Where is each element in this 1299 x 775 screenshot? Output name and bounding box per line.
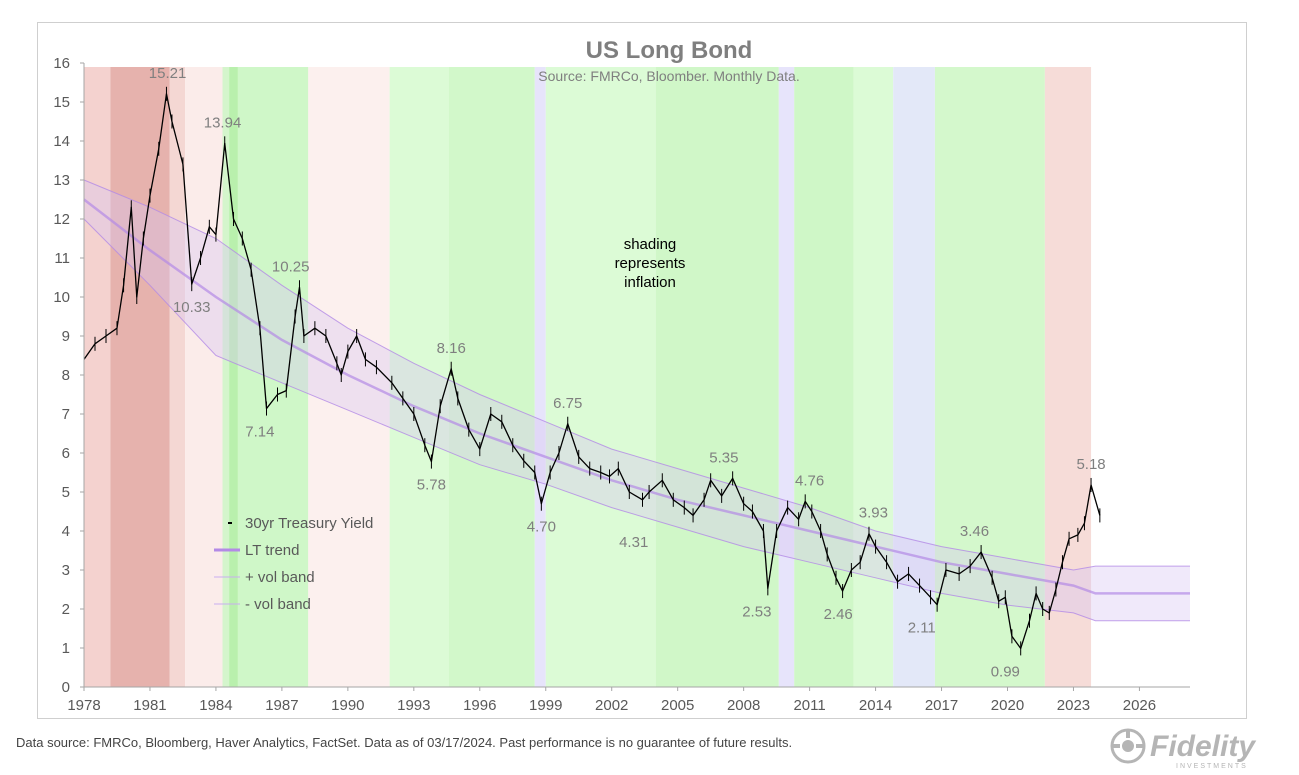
y-tick-label: 3: [62, 562, 70, 579]
peak-label: 15.21: [149, 65, 187, 82]
peak-labels: 15.21 13.94 10.33 10.25 7.14 8.16 5.78 6.75 4.70…: [149, 65, 1106, 681]
y-tick-label: 14: [53, 133, 70, 150]
peak-label: 4.70: [527, 519, 556, 536]
shade-band: [778, 67, 795, 687]
shade-band: [84, 67, 111, 687]
footer-note: Data source: FMRCo, Bloomberg, Haver Ana…: [16, 735, 793, 750]
fidelity-logo: Fidelity INVESTMENTS: [1110, 728, 1256, 770]
y-tick-label: 7: [62, 406, 70, 423]
x-tick-label: 2008: [727, 697, 760, 714]
shade-band: [222, 67, 230, 687]
x-tick-label: 2011: [793, 697, 825, 714]
lt-trend-line: [83, 198, 1190, 595]
shade-band: [534, 67, 546, 687]
treasury-yield-line: [83, 93, 1101, 650]
shade-band: [893, 67, 935, 687]
y-tick-label: 15: [53, 94, 70, 111]
y-tick-label: 6: [62, 445, 70, 462]
yield-series: [83, 86, 1101, 656]
peak-label: 6.75: [553, 395, 582, 412]
y-tick-label: 11: [54, 250, 70, 267]
peak-label: 4.31: [619, 534, 648, 551]
shade-band: [389, 67, 450, 687]
trend-lines: [83, 179, 1190, 622]
x-tick-label: 2002: [595, 697, 628, 714]
peak-label: 5.78: [417, 477, 446, 494]
legend-label-trend: LT trend: [245, 542, 299, 559]
shade-band: [853, 67, 894, 687]
x-tick-label: 2026: [1123, 697, 1156, 714]
legend-label-minus-band: - vol band: [245, 596, 311, 613]
y-tick-label: 12: [53, 211, 70, 228]
x-tick-label: 1981: [133, 697, 166, 714]
shade-band: [185, 67, 223, 687]
peak-label: 10.33: [173, 299, 211, 316]
shade-band: [110, 67, 170, 687]
vol-band-fill: [84, 180, 1190, 621]
chart-frame: [37, 22, 1247, 719]
legend-label-plus-band: + vol band: [245, 569, 315, 586]
y-tick-label: 16: [53, 55, 70, 72]
x-tick-label: 2005: [661, 697, 694, 714]
peak-label: 10.25: [272, 258, 310, 275]
shade-band: [934, 67, 1045, 687]
y-tick-label: 4: [62, 523, 70, 540]
x-tick-label: 1984: [199, 697, 232, 714]
plus-vol-band-line: [83, 179, 1190, 571]
x-tick-label: 1987: [265, 697, 298, 714]
annotation-line-3: inflation: [624, 274, 676, 291]
vol-band-area: [84, 180, 1190, 621]
logo-subtext: INVESTMENTS: [1176, 763, 1248, 770]
x-tick-label: 2023: [1057, 697, 1090, 714]
peak-label: 3.46: [960, 523, 989, 540]
peak-label: 13.94: [204, 114, 242, 131]
shade-band: [545, 67, 656, 687]
peak-label: 3.93: [859, 505, 888, 522]
shade-band: [655, 67, 779, 687]
y-tick-label: 8: [62, 367, 70, 384]
peak-label: 2.11: [908, 620, 936, 637]
y-tick-label: 9: [62, 328, 70, 345]
x-tick-label: 1999: [529, 697, 562, 714]
annotation-line-1: shading: [624, 236, 677, 253]
shade-band: [449, 67, 535, 687]
shade-band: [229, 67, 238, 687]
peak-label: 5.35: [709, 449, 738, 466]
y-tick-label: 1: [62, 640, 70, 657]
peak-label: 2.46: [824, 606, 853, 623]
peak-label: 5.18: [1076, 456, 1105, 473]
x-tick-label: 1978: [67, 697, 100, 714]
shade-band: [237, 67, 309, 687]
legend-label-yield: 30yr Treasury Yield: [245, 515, 373, 532]
x-tick-label: 1990: [331, 697, 364, 714]
y-tick-label: 13: [53, 172, 70, 189]
y-tick-label: 5: [62, 484, 70, 501]
x-tick-label: 2017: [925, 697, 958, 714]
legend: 30yr Treasury Yield LT trend + vol band …: [214, 515, 373, 613]
x-tick-label: 1993: [397, 697, 430, 714]
shade-band: [794, 67, 854, 687]
chart-subtitle: Source: FMRCo, Bloomber. Monthly Data.: [538, 68, 799, 84]
peak-label: 0.99: [991, 663, 1020, 680]
y-tick-label: 10: [53, 289, 70, 306]
x-tick-label: 2020: [991, 697, 1024, 714]
peak-label: 8.16: [437, 340, 466, 357]
peak-label: 2.53: [742, 603, 771, 620]
inflation-shading: [84, 67, 1092, 687]
x-tick-label: 2014: [859, 697, 892, 714]
peak-label: 7.14: [245, 424, 274, 441]
annotation-line-2: represents: [615, 255, 686, 272]
minus-vol-band-line: [83, 218, 1190, 622]
chart-title: US Long Bond: [586, 37, 753, 64]
y-tick-label: 0: [62, 679, 70, 696]
x-tick-label: 1996: [463, 697, 496, 714]
logo-wordmark: Fidelity: [1150, 730, 1256, 763]
y-tick-label: 2: [62, 601, 70, 618]
peak-label: 4.76: [795, 472, 824, 489]
shade-band: [308, 67, 390, 687]
